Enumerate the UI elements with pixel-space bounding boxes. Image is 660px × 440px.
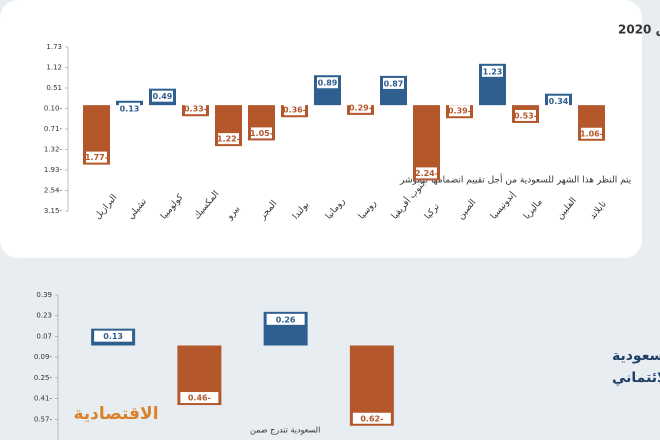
chart-title: مؤشر فوتسي للسندات الحكومية في الأسواق ب…	[618, 22, 660, 38]
annotation: يتم النظر هذا الشهر للسعودية من أجل تقيي…	[399, 174, 632, 186]
value-label: 0.89	[318, 79, 338, 88]
value-label: 0.36-	[283, 106, 306, 115]
value-label-box	[352, 412, 391, 424]
y-tick-label: 1.12	[46, 64, 62, 72]
value-label-box	[350, 101, 371, 113]
value-label-box	[581, 127, 602, 139]
value-label-box	[152, 90, 173, 102]
value-label: 0.46-	[188, 394, 211, 403]
value-label-box	[94, 330, 133, 342]
value-label: 1.22-	[217, 135, 240, 144]
value-label: 0.87	[384, 79, 404, 88]
chart-title: وفقا للتصنيف الائتماني	[612, 370, 660, 386]
y-tick-label: 0.41-	[34, 395, 53, 403]
y-tick-label: 1.93-	[44, 166, 63, 174]
value-label-box	[180, 392, 219, 404]
value-label-box	[548, 95, 569, 107]
value-label-box	[119, 102, 140, 114]
logo: الاقتصادية	[73, 404, 158, 424]
y-tick-label: 3.15-	[44, 207, 63, 215]
value-label: 0.13	[103, 332, 123, 341]
value-label: 1.23	[483, 67, 503, 76]
value-label-box	[449, 105, 470, 117]
value-label-box	[266, 313, 305, 325]
value-label-box	[284, 104, 305, 116]
value-label-box	[317, 77, 338, 89]
value-label-box	[482, 65, 503, 77]
value-label: 1.06-	[580, 129, 603, 138]
value-label: 0.13	[120, 104, 140, 113]
value-label: 0.34	[549, 97, 569, 106]
y-tick-label: 1.32-	[44, 146, 63, 154]
value-label: 0.49	[153, 92, 173, 101]
y-tick-label: 0.25-	[34, 374, 53, 382]
value-label: 0.33-	[184, 105, 207, 114]
value-label: 0.29-	[349, 103, 372, 112]
annotation: السعودية تتدرج ضمن	[250, 426, 320, 435]
value-label: 0.26	[276, 315, 296, 324]
y-tick-label: 0.39	[36, 291, 52, 299]
y-tick-label: 0.10-	[44, 105, 63, 113]
value-label-box	[515, 109, 536, 121]
value-label-box	[416, 167, 437, 179]
value-label-box	[383, 77, 404, 89]
value-label: 0.39-	[448, 107, 471, 116]
value-label-box	[218, 133, 239, 145]
y-tick-label: 0.57-	[34, 415, 53, 423]
value-label: 1.77-	[85, 153, 108, 162]
y-tick-label: 0.09-	[34, 353, 53, 361]
value-label: 0.62-	[360, 414, 383, 423]
y-tick-label: 0.51	[46, 84, 62, 92]
y-tick-label: 0.23	[36, 312, 52, 320]
value-label-box	[86, 151, 107, 163]
value-label: 1.05-	[250, 129, 273, 138]
y-tick-label: 1.73	[46, 43, 62, 51]
y-tick-label: 2.54-	[44, 187, 63, 195]
value-label: 2.24-	[415, 169, 438, 178]
value-label-box	[185, 103, 206, 115]
value-label-box	[251, 127, 272, 139]
y-tick-label: 0.71-	[44, 125, 63, 133]
value-label: 0.53-	[514, 111, 537, 120]
bar	[349, 345, 394, 426]
y-tick-label: 0.07	[36, 332, 52, 340]
chart-title: السندات السعودية	[612, 348, 660, 364]
